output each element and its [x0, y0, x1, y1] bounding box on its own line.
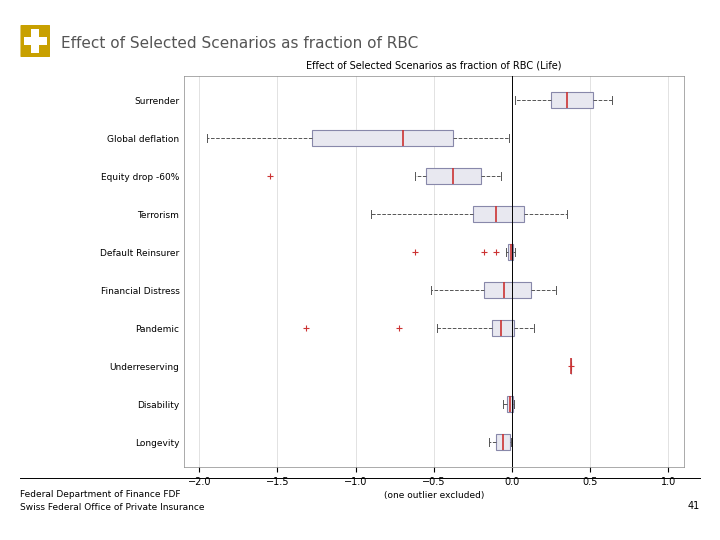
PathPatch shape [496, 434, 510, 450]
PathPatch shape [506, 396, 513, 413]
PathPatch shape [551, 92, 593, 109]
X-axis label: (one outlier excluded): (one outlier excluded) [384, 491, 484, 500]
PathPatch shape [492, 320, 513, 336]
Text: Effect of Selected Scenarios as fraction of RBC: Effect of Selected Scenarios as fraction… [61, 36, 418, 51]
Bar [24, 37, 47, 45]
Title: Effect of Selected Scenarios as fraction of RBC (Life): Effect of Selected Scenarios as fraction… [306, 60, 562, 71]
PathPatch shape [312, 130, 453, 146]
Text: 41: 41 [688, 501, 700, 511]
PathPatch shape [473, 206, 524, 222]
Text: Swiss Federal Office of Private Insurance: Swiss Federal Office of Private Insuranc… [20, 503, 204, 512]
PathPatch shape [426, 168, 481, 184]
PathPatch shape [508, 245, 513, 260]
Bar [32, 29, 39, 53]
Text: Federal Department of Finance FDF: Federal Department of Finance FDF [20, 490, 181, 500]
PathPatch shape [484, 282, 531, 298]
FancyBboxPatch shape [20, 25, 50, 57]
